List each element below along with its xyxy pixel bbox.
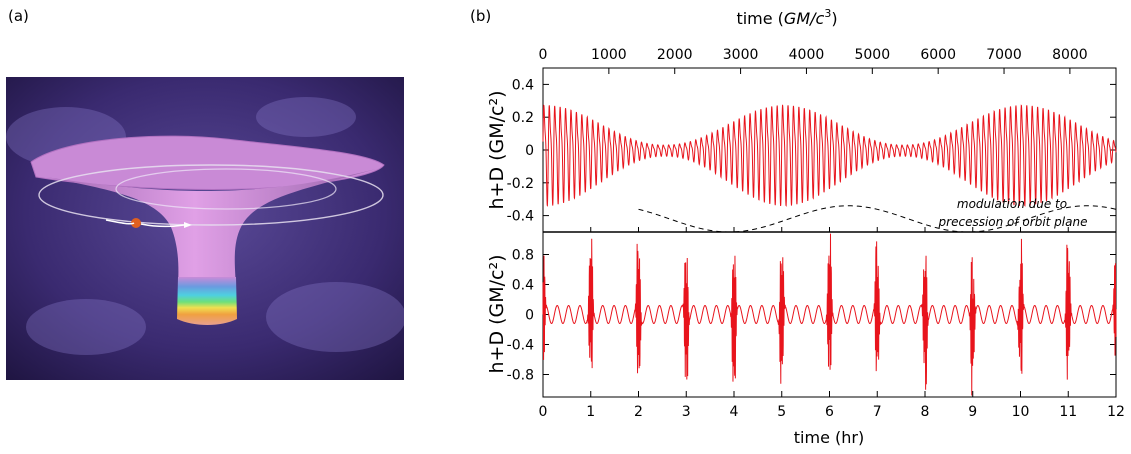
bottom-tick-label: 6 (825, 404, 834, 420)
bottom-tick-label: 2 (634, 404, 643, 420)
bottom-tick-label: 12 (1107, 404, 1125, 420)
top-tick-label: 3000 (723, 47, 759, 63)
bottom-tick-label: 8 (921, 404, 930, 420)
top-tick-label: 6000 (920, 47, 956, 63)
lower-yaxis-ticks: 0.8 0.4 0 -0.4 -0.8 (507, 248, 1116, 384)
panel-label-a: (a) (8, 7, 29, 25)
ytick-label: -0.4 (507, 338, 534, 354)
lower-yaxis-title: h+D (GM/c²) (486, 254, 508, 373)
ytick-label: 0 (525, 308, 534, 324)
bottom-tick-label: 9 (968, 404, 977, 420)
black-hole-embedding-diagram-icon (6, 77, 404, 380)
bottom-tick-label: 7 (873, 404, 882, 420)
top-xaxis-title: time (GM/c3) (736, 7, 837, 28)
bottom-tick-label: 4 (730, 404, 739, 420)
ytick-label: 0.4 (512, 77, 534, 93)
bottom-tick-label: 3 (682, 404, 691, 420)
top-tick-label: 8000 (1052, 47, 1088, 63)
upper-waveform-line (542, 104, 1117, 207)
upper-yaxis-ticks: 0.4 0.2 0 -0.2 -0.4 (507, 77, 1116, 225)
top-tick-label: 7000 (986, 47, 1022, 63)
ytick-label: 0.2 (512, 110, 534, 126)
bottom-tick-label: 0 (539, 404, 548, 420)
bottom-tick-label: 11 (1059, 404, 1077, 420)
lower-waveform-line (542, 233, 1117, 396)
bottom-xaxis-title: time (hr) (794, 428, 864, 447)
ytick-label: 0 (525, 143, 534, 159)
top-tick-label: 2000 (657, 47, 693, 63)
ytick-label: -0.8 (507, 368, 534, 384)
annotation-line-2: precession of orbit plane (938, 215, 1088, 229)
bottom-tick-label: 10 (1012, 404, 1030, 420)
annotation-line-1: modulation due to (957, 197, 1067, 211)
ytick-label: -0.4 (507, 209, 534, 225)
bottom-tick-label: 5 (777, 404, 786, 420)
upper-yaxis-title: h+D (GM/c²) (486, 90, 508, 209)
top-tick-label: 5000 (854, 47, 890, 63)
top-tick-label: 4000 (789, 47, 825, 63)
top-tick-label: 0 (539, 47, 548, 63)
top-xaxis-ticks: 0 1000 2000 3000 4000 5000 6000 7000 8000 (539, 47, 1088, 74)
ytick-label: -0.2 (507, 176, 534, 192)
top-tick-label: 1000 (591, 47, 627, 63)
panel-label-b: (b) (470, 7, 492, 25)
bottom-tick-label: 1 (586, 404, 595, 420)
bottom-xaxis-ticks: 0 1 2 3 4 5 6 7 8 9 10 11 12 (539, 227, 1125, 420)
ytick-label: 0.4 (512, 278, 534, 294)
ytick-label: 0.8 (512, 248, 534, 264)
